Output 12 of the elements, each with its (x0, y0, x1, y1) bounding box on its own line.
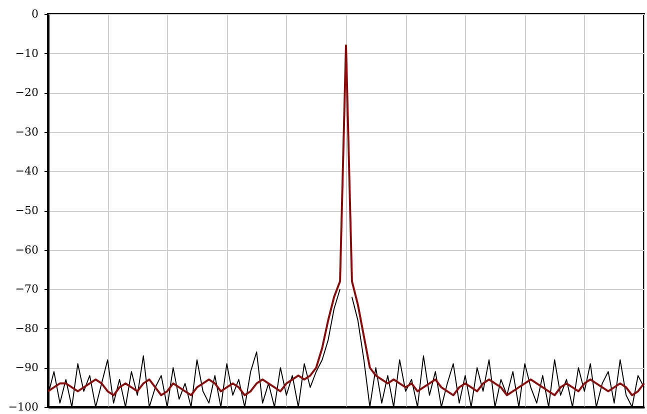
line-series (47, 44, 645, 396)
y-tick-label: −50 (15, 204, 38, 217)
y-tick-label: −80 (15, 322, 38, 335)
y-tick-label: −10 (15, 46, 38, 60)
y-tick-label: −90 (15, 361, 38, 374)
y-tick-label: −30 (15, 125, 38, 138)
y-tick-label: −100 (8, 400, 38, 414)
y-tick-label: −60 (15, 243, 38, 256)
y-tick-label: −40 (15, 164, 38, 178)
y-tick-label: −20 (15, 86, 38, 100)
y-tick-label: −70 (15, 282, 38, 296)
y-tick-label: 0 (32, 8, 38, 20)
